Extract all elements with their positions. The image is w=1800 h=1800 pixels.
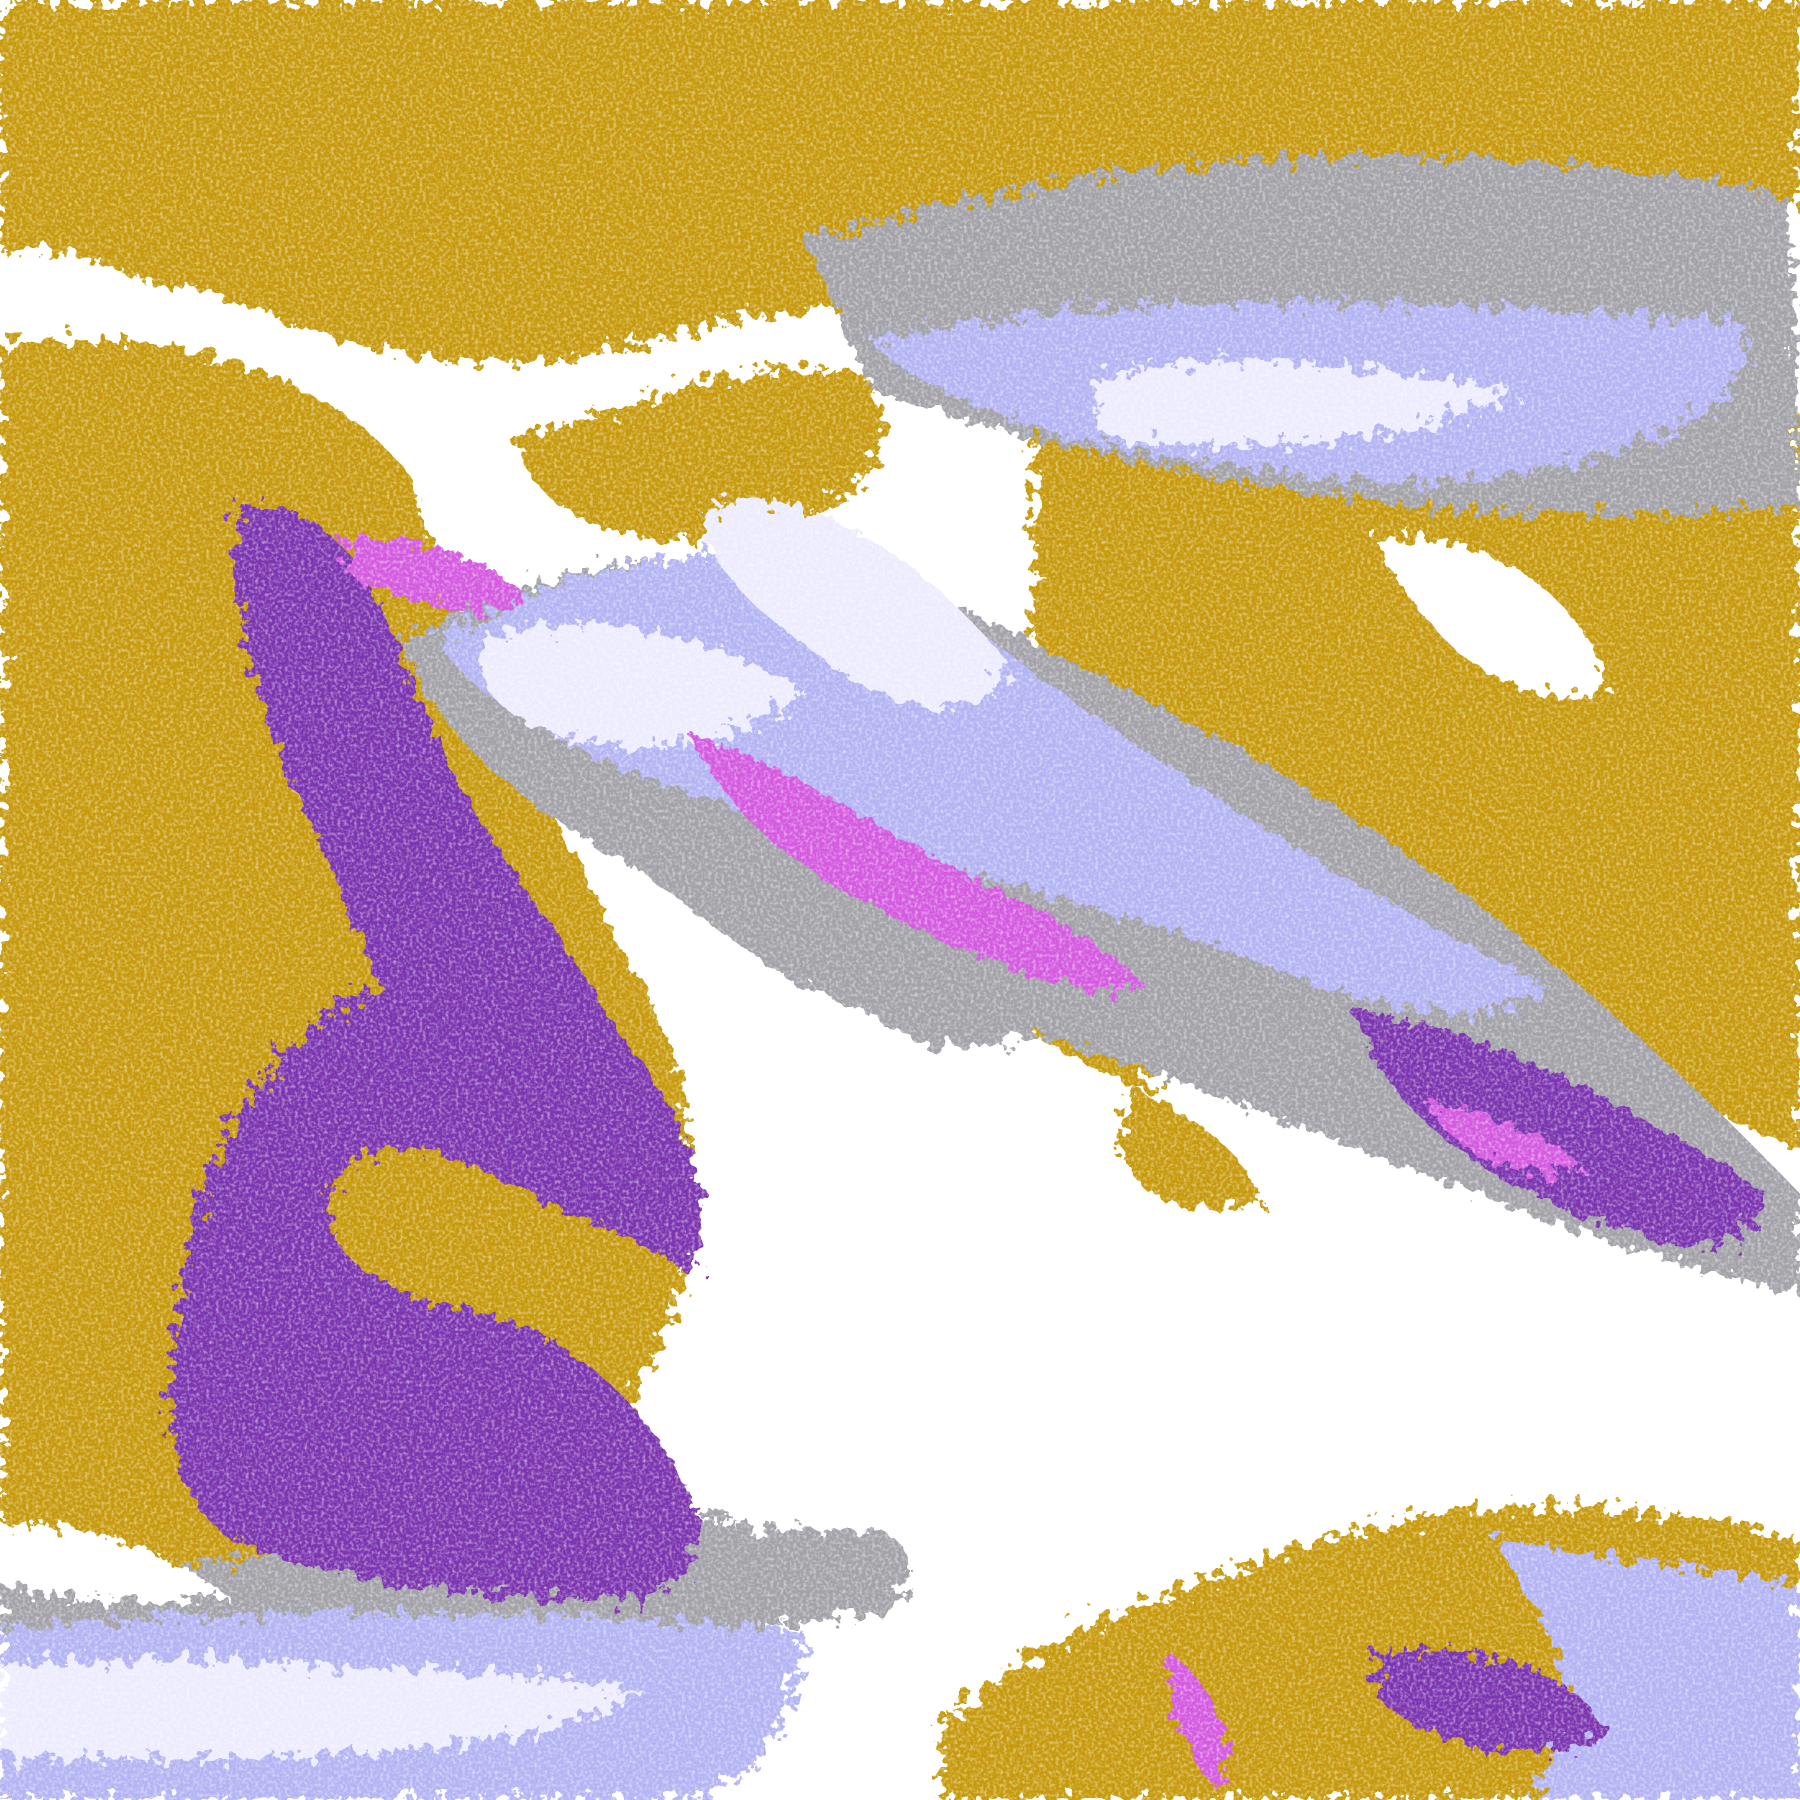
satellite-classification-image <box>0 0 1800 1800</box>
texture-speckle <box>0 0 1800 1800</box>
